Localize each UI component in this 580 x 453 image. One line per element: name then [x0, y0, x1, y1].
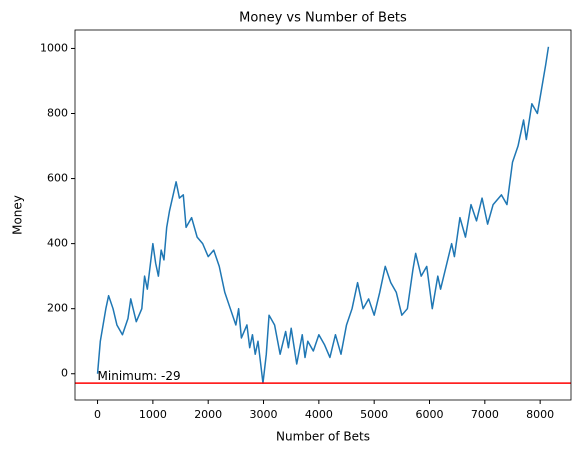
x-tick-label: 0	[94, 408, 101, 421]
x-tick-label: 2000	[194, 408, 222, 421]
y-tick-label: 600	[47, 172, 68, 185]
y-axis-label: Money	[11, 195, 25, 235]
chart-title: Money vs Number of Bets	[239, 11, 407, 26]
x-tick-label: 5000	[360, 408, 388, 421]
line-series	[96, 46, 550, 384]
x-tick-label: 1000	[139, 408, 167, 421]
y-tick-label: 0	[61, 367, 68, 380]
x-tick-label: 8000	[526, 408, 554, 421]
x-tick-label: 7000	[471, 408, 499, 421]
plot-frame	[74, 29, 572, 401]
y-tick-label: 400	[47, 237, 68, 250]
y-tick-label: 1000	[40, 41, 68, 54]
annotation: Minimum: -29	[98, 369, 181, 383]
x-tick-label: 6000	[416, 408, 444, 421]
x-axis-label: Number of Bets	[276, 430, 370, 444]
x-tick-label: 4000	[305, 408, 333, 421]
x-tick-label: 3000	[250, 408, 278, 421]
y-tick-label: 200	[47, 302, 68, 315]
y-tick-label: 800	[47, 107, 68, 120]
